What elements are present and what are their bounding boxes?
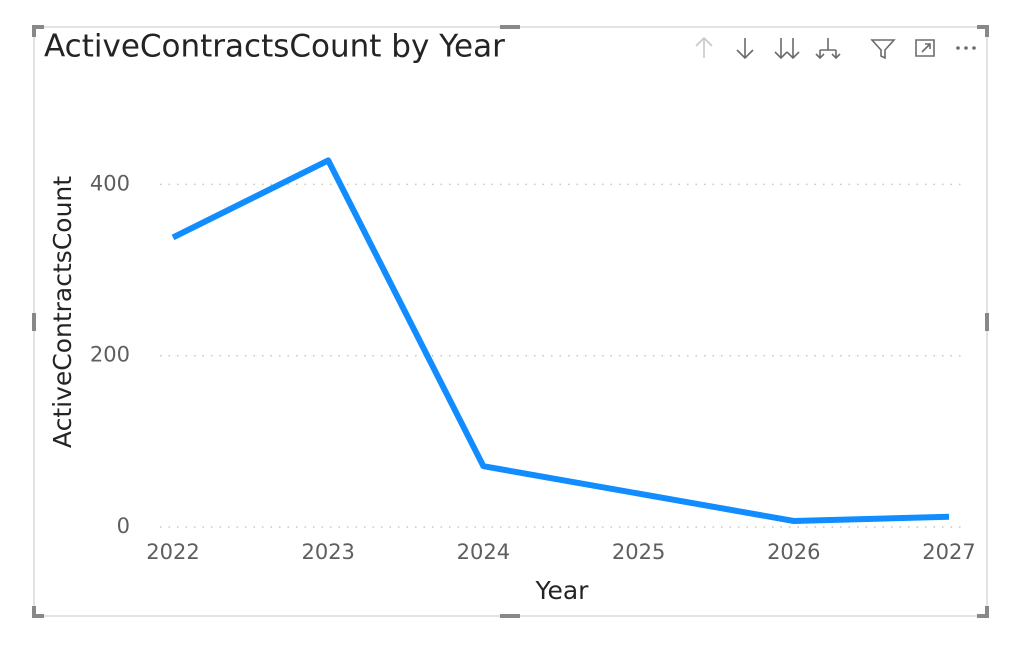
y-tick-label: 0 bbox=[117, 514, 130, 538]
chart-title: ActiveContractsCount by Year bbox=[44, 29, 505, 65]
x-tick-label: 2026 bbox=[767, 540, 820, 564]
y-axis-title: ActiveContractsCount bbox=[48, 176, 77, 448]
visual-frame bbox=[33, 26, 988, 617]
x-tick-label: 2025 bbox=[612, 540, 665, 564]
x-tick-label: 2027 bbox=[922, 540, 975, 564]
resize-handles bbox=[32, 25, 989, 618]
y-tick-label: 200 bbox=[90, 343, 130, 367]
x-axis-title: Year bbox=[535, 576, 590, 605]
x-tick-label: 2024 bbox=[457, 540, 510, 564]
data-line bbox=[171, 157, 950, 525]
header-icons[interactable] bbox=[695, 36, 976, 60]
x-tick-label: 2023 bbox=[301, 540, 354, 564]
y-tick-label: 400 bbox=[90, 171, 130, 195]
x-tick-label: 2022 bbox=[146, 540, 199, 564]
